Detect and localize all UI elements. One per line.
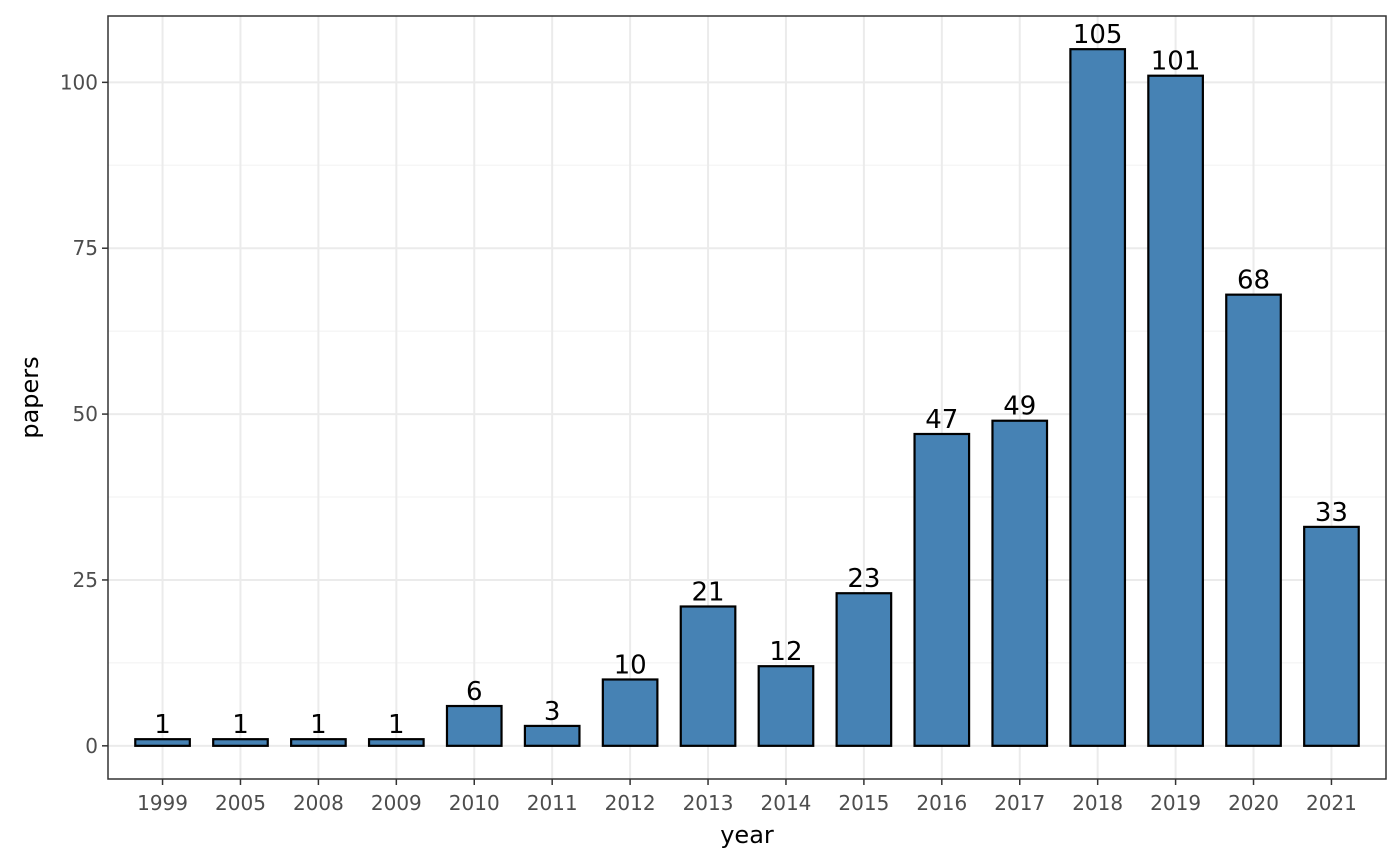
x-tick-label: 2021 [1306, 791, 1357, 815]
bar-value-labels: 1 1 1 1 6 3 10 21 12 23 47 49 105 101 68 33 [154, 20, 1348, 740]
bar-value-label: 1 [388, 710, 405, 740]
bar-value-label: 101 [1151, 47, 1201, 77]
bar-value-label: 1 [154, 710, 171, 740]
bar-2018 [1069, 48, 1127, 747]
x-tick-label: 2012 [605, 791, 656, 815]
y-tick-label: 75 [73, 236, 98, 260]
y-axis: 0 25 50 75 100 [60, 70, 108, 758]
bar-2009 [367, 738, 425, 747]
bar-2010 [445, 704, 503, 747]
bar-value-label: 23 [847, 564, 880, 594]
bar-value-label: 105 [1073, 20, 1123, 50]
bar-2021 [1303, 525, 1360, 747]
bar-2017 [991, 419, 1049, 747]
x-tick-label: 2008 [293, 791, 344, 815]
x-tick-label: 2005 [215, 791, 266, 815]
bar-value-label: 6 [466, 677, 483, 707]
bar-2005 [212, 738, 269, 747]
x-tick-label: 2019 [1150, 791, 1201, 815]
bar-2011 [523, 724, 581, 747]
bar-2020 [1225, 293, 1282, 747]
x-tick-label: 2013 [683, 791, 734, 815]
x-tick-label: 2009 [371, 791, 422, 815]
bar-2016 [913, 432, 971, 747]
x-tick-label: 2020 [1228, 791, 1279, 815]
x-tick-label: 2014 [761, 791, 812, 815]
bars [134, 48, 1360, 747]
bar-2019 [1147, 74, 1204, 747]
x-tick-label: 2010 [449, 791, 500, 815]
y-axis-title: papers [16, 356, 44, 438]
bar-value-label: 10 [614, 650, 647, 680]
x-tick-label: 2011 [527, 791, 578, 815]
y-tick-label: 50 [73, 402, 98, 426]
y-tick-label: 0 [85, 734, 98, 758]
bar-value-label: 21 [691, 577, 724, 607]
bar-2012 [601, 678, 659, 747]
bar-2014 [757, 665, 815, 747]
bar-value-label: 49 [1003, 392, 1036, 422]
bar-value-label: 1 [310, 710, 327, 740]
bar-2013 [679, 605, 737, 747]
x-tick-label: 2018 [1072, 791, 1123, 815]
bar-value-label: 12 [769, 637, 802, 667]
bar-value-label: 33 [1315, 498, 1348, 528]
bar-1999 [134, 738, 191, 747]
x-axis-title: year [720, 821, 774, 849]
y-tick-label: 25 [73, 568, 98, 592]
x-tick-label: 1999 [137, 791, 188, 815]
bar-value-label: 47 [925, 405, 958, 435]
x-axis: 1999 2005 2008 2009 2010 2011 2012 2013 2014 2015… [137, 779, 1357, 815]
bar-value-label: 68 [1237, 266, 1270, 296]
y-tick-label: 100 [60, 70, 98, 94]
bar-value-label: 3 [544, 697, 561, 727]
bar-2015 [835, 592, 893, 747]
bar-2008 [290, 738, 347, 747]
bar-value-label: 1 [232, 710, 249, 740]
plot-panel-border [107, 15, 1387, 780]
x-tick-label: 2016 [916, 791, 967, 815]
x-tick-label: 2015 [838, 791, 889, 815]
x-tick-label: 2017 [994, 791, 1045, 815]
